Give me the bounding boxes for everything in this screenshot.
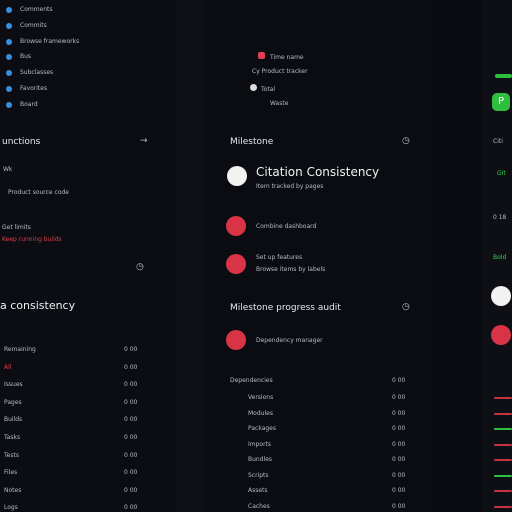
status-line xyxy=(494,443,512,446)
row-label: Assets xyxy=(248,487,268,494)
clock-icon[interactable]: ◷ xyxy=(402,136,410,146)
nav-item[interactable]: Browse frameworks xyxy=(20,37,80,45)
nav-item[interactable]: Favorites xyxy=(20,85,48,92)
gutter xyxy=(176,0,204,512)
item-title[interactable]: Combine dashboard xyxy=(256,223,317,230)
nav-dot xyxy=(6,38,12,45)
pill[interactable]: P xyxy=(492,93,510,111)
row-value: 0 00 xyxy=(124,451,138,459)
icon xyxy=(226,330,246,350)
row-label: Bundles xyxy=(248,456,273,463)
label: Citi xyxy=(493,138,503,145)
row-value: 0 00 xyxy=(124,381,138,389)
row-label: Versions xyxy=(248,394,274,401)
table-header: Dependencies xyxy=(230,377,273,384)
row-label: Tasks xyxy=(4,434,21,441)
row-value: 0 00 xyxy=(392,471,406,479)
nav-item[interactable]: Bus xyxy=(20,53,32,61)
row-value: 0 00 xyxy=(124,504,138,512)
status-line xyxy=(494,505,512,508)
row-label: Packages xyxy=(248,425,276,432)
row-label: Caches xyxy=(248,502,270,510)
row-value: 0 00 xyxy=(392,409,406,417)
status-line xyxy=(494,412,512,415)
row-value: 0 00 xyxy=(392,425,406,432)
icon xyxy=(491,325,511,345)
row-label: Remaining xyxy=(4,346,36,353)
item-note: Browse items by labels xyxy=(256,266,326,273)
status-line xyxy=(494,459,512,461)
row-label: Builds xyxy=(4,416,23,424)
menu-item[interactable]: Time name xyxy=(258,52,304,62)
label: Bold xyxy=(493,254,507,261)
row-value: 0 00 xyxy=(124,469,138,477)
status-line xyxy=(494,428,512,430)
clock-icon[interactable]: ◷ xyxy=(402,302,410,312)
section-title: unctions xyxy=(2,137,41,147)
row-label: Tests xyxy=(4,451,19,459)
row-label: Issues xyxy=(4,381,23,389)
row-label: Files xyxy=(4,469,18,477)
note: Keep running builds xyxy=(2,236,62,243)
right-panel xyxy=(482,0,512,512)
section-title: Milestone xyxy=(230,137,274,147)
icon xyxy=(491,286,511,306)
table-header: 0 00 xyxy=(392,377,406,384)
nav-dot xyxy=(6,7,12,13)
row-value: 0 00 xyxy=(124,398,138,406)
row-label: Pages xyxy=(4,398,22,406)
nav-item[interactable]: Commits xyxy=(20,21,47,29)
nav-dot xyxy=(6,22,12,29)
row-label: Modules xyxy=(248,409,273,417)
row-value: 0 00 xyxy=(392,456,406,463)
item-title[interactable]: Citation Consistency xyxy=(256,165,380,179)
item: Wk xyxy=(3,166,13,173)
status-line xyxy=(494,474,512,477)
row-value: 0 00 xyxy=(124,346,138,353)
nav-item[interactable]: Board xyxy=(20,100,38,108)
row-label: Logs xyxy=(4,504,18,512)
row-label: Scripts xyxy=(248,471,269,479)
row-value: 0 00 xyxy=(392,502,406,510)
icon xyxy=(226,216,246,236)
status-bar xyxy=(495,74,512,78)
icon xyxy=(227,166,247,186)
row-value: 0 00 xyxy=(124,363,138,371)
item-title[interactable]: Dependency manager xyxy=(256,337,323,344)
row-value: 0 00 xyxy=(392,440,406,448)
icon xyxy=(226,254,246,274)
row-value: 0 00 xyxy=(392,487,406,494)
note: Product source code xyxy=(8,189,69,196)
sidebar xyxy=(0,0,176,512)
section-title: Get limits xyxy=(2,224,31,231)
item-title[interactable]: Set up features xyxy=(256,254,303,261)
nav-item[interactable]: Subclasses xyxy=(20,69,54,77)
label: Git xyxy=(497,170,506,177)
section-title: a consistency xyxy=(0,299,76,312)
menu-item[interactable]: Total xyxy=(250,84,275,94)
nav-dot xyxy=(6,54,12,61)
menu-item[interactable]: Cy Product tracker xyxy=(252,68,308,75)
row-value: 0 00 xyxy=(124,434,138,441)
nav-dot xyxy=(6,70,12,77)
status-line xyxy=(494,490,512,492)
status-line xyxy=(494,397,512,399)
clock-icon[interactable]: ◷ xyxy=(136,262,144,272)
menu-item[interactable]: Waste xyxy=(270,100,289,107)
arrow-icon[interactable]: → xyxy=(140,136,148,146)
row-label: All xyxy=(4,363,12,371)
row-label: Notes xyxy=(4,486,22,494)
nav-dot xyxy=(6,101,12,108)
row-value: 0 00 xyxy=(124,416,138,424)
nav-dot xyxy=(6,86,12,92)
section-title: Milestone progress audit xyxy=(230,303,341,313)
row-value: 0 00 xyxy=(392,394,406,401)
item-note: Item tracked by pages xyxy=(256,183,324,190)
row-value: 0 00 xyxy=(124,486,138,494)
nav-item[interactable]: Comments xyxy=(20,6,53,13)
row-label: Imports xyxy=(248,440,272,448)
label: 0 18 xyxy=(493,214,507,221)
